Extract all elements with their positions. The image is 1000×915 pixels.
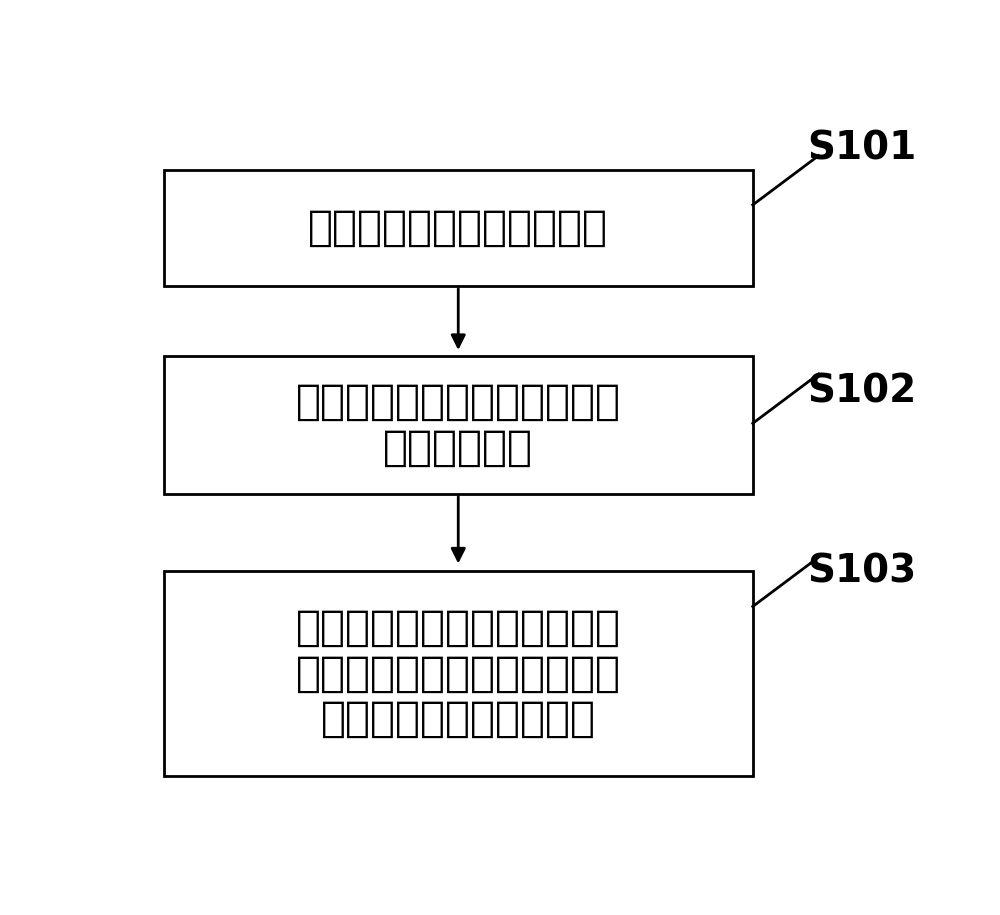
Text: ，以对用餐区域进行送风: ，以对用餐区域进行送风 xyxy=(321,698,596,740)
Text: S102: S102 xyxy=(807,372,916,411)
Text: 在用餐区域内有人的情况下，: 在用餐区域内有人的情况下， xyxy=(296,382,621,424)
Bar xyxy=(164,356,753,494)
Text: 行，调节送风风速和送风角度: 行，调节送风风速和送风角度 xyxy=(296,652,621,694)
Text: S103: S103 xyxy=(807,553,916,590)
Text: S101: S101 xyxy=(807,130,916,167)
Text: 检测餐饮种类: 检测餐饮种类 xyxy=(383,427,533,469)
Text: 检测用餐区域内的人员情况: 检测用餐区域内的人员情况 xyxy=(308,207,608,249)
Bar xyxy=(164,169,753,285)
Text: 根据餐饮种类控制空调器的运: 根据餐饮种类控制空调器的运 xyxy=(296,607,621,649)
Bar xyxy=(164,571,753,776)
